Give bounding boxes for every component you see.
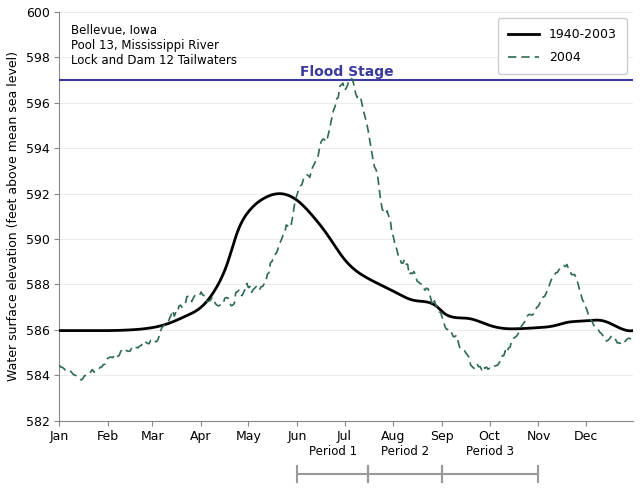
Text: Period 3: Period 3: [467, 445, 515, 457]
Text: Period 1: Period 1: [308, 445, 357, 457]
Y-axis label: Water surface elevation (feet above mean sea level): Water surface elevation (feet above mean…: [7, 51, 20, 381]
Legend: 1940-2003, 2004: 1940-2003, 2004: [498, 18, 627, 74]
Text: Period 2: Period 2: [381, 445, 429, 457]
Text: Bellevue, Iowa
Pool 13, Mississippi River
Lock and Dam 12 Tailwaters: Bellevue, Iowa Pool 13, Mississippi Rive…: [70, 24, 237, 67]
Text: Flood Stage: Flood Stage: [300, 65, 394, 79]
